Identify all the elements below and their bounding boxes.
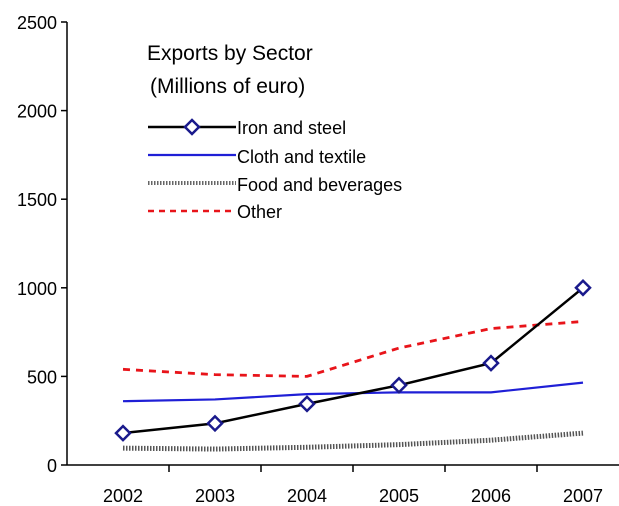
x-tick-label: 2006: [471, 486, 511, 506]
chart-title-line1: Exports by Sector: [147, 42, 313, 65]
legend-item-cloth-textile: Cloth and textile: [148, 147, 366, 167]
series-line-other: [122, 320, 584, 378]
x-tick-label: 2007: [563, 486, 603, 506]
data-point-iron-and-steel: [574, 279, 592, 297]
y-axis-ticks: 0 500 1000 1500 2000 2500: [17, 13, 67, 476]
series-line-cloth-and-textile: [122, 381, 584, 403]
series-layer: [114, 279, 592, 452]
legend-label-cloth-textile: Cloth and textile: [237, 147, 366, 167]
y-tick-label: 1500: [17, 190, 57, 210]
legend-marker-iron-steel: [183, 118, 201, 136]
series-line-food-and-beverages: [122, 430, 584, 452]
x-tick-label: 2003: [195, 486, 235, 506]
series-line-iron-and-steel: [122, 286, 584, 435]
legend: Iron and steel Cloth and textile Food an…: [148, 118, 402, 222]
x-tick-label: 2002: [103, 486, 143, 506]
y-tick-label: 1000: [17, 279, 57, 299]
data-point-iron-and-steel: [206, 414, 224, 433]
y-tick-label: 2500: [17, 13, 57, 33]
data-point-iron-and-steel: [482, 354, 500, 372]
chart-title-line2: (Millions of euro): [150, 75, 305, 98]
legend-label-other: Other: [237, 202, 282, 222]
x-tick-label: 2004: [287, 486, 327, 506]
data-point-iron-and-steel: [114, 424, 132, 442]
y-tick-label: 500: [27, 367, 57, 387]
data-point-iron-and-steel: [390, 376, 408, 395]
legend-label-iron-steel: Iron and steel: [237, 118, 346, 138]
legend-label-food-beverages: Food and beverages: [237, 175, 402, 195]
legend-item-other: Other: [148, 202, 282, 222]
legend-item-food-beverages: Food and beverages: [148, 175, 402, 195]
x-axis-ticks: 2002 2003 2004 2005 2006 2007: [103, 465, 603, 506]
axes: [66, 22, 619, 466]
x-tick-label: 2005: [379, 486, 419, 506]
data-point-iron-and-steel: [298, 395, 316, 413]
legend-item-iron-steel: Iron and steel: [148, 118, 346, 138]
y-tick-label: 0: [47, 456, 57, 476]
y-tick-label: 2000: [17, 102, 57, 122]
